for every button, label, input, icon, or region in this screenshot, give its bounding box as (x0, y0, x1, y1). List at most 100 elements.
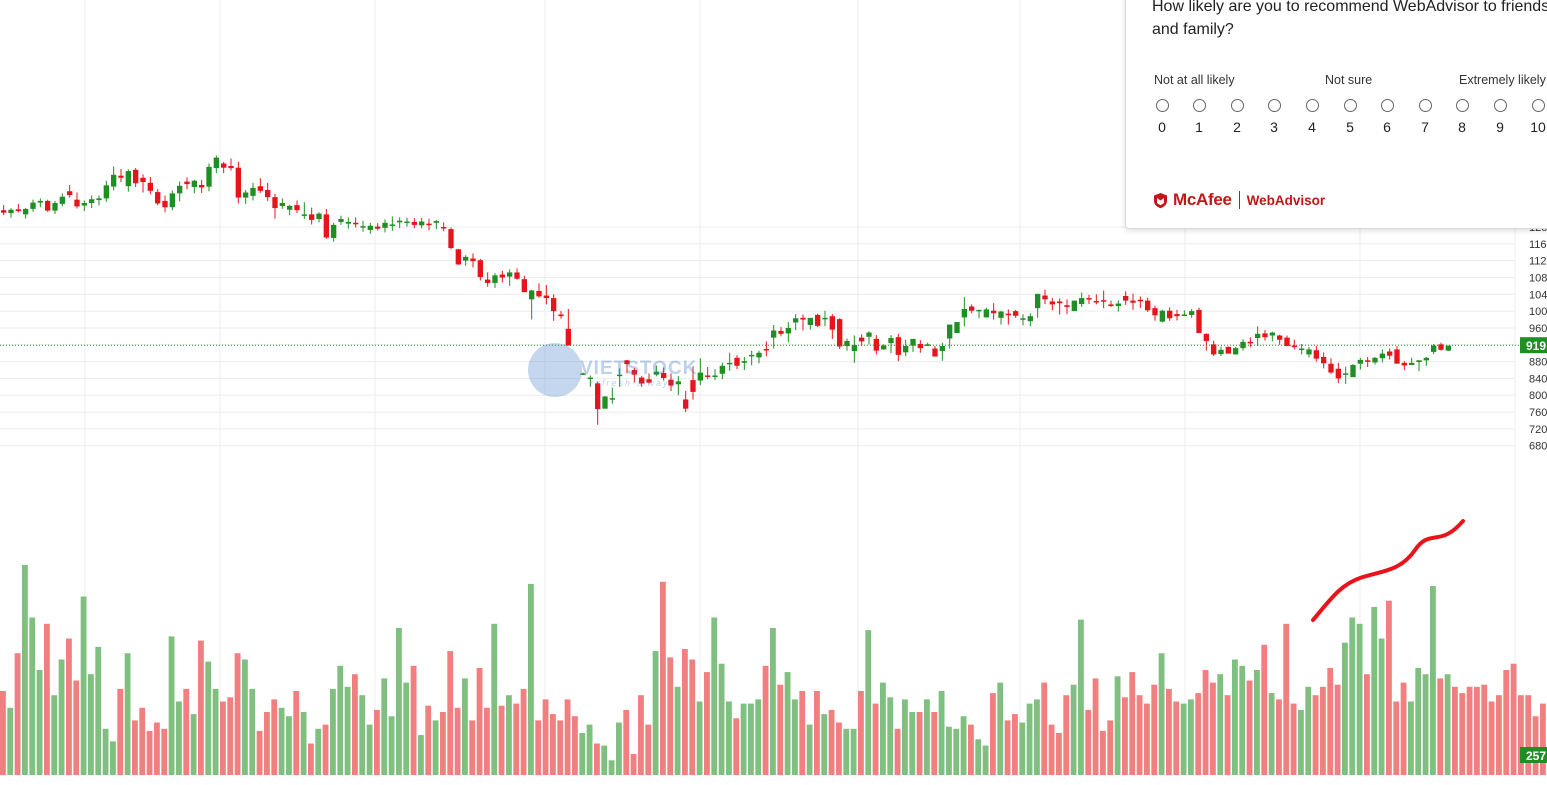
volume-bar (887, 697, 894, 775)
rating-option-2[interactable]: 2 (1225, 99, 1249, 135)
candle-body (1321, 356, 1327, 364)
candle-body (52, 203, 58, 211)
radio-button[interactable] (1343, 99, 1357, 112)
candle-body (1431, 345, 1437, 352)
volume-bar (132, 720, 138, 775)
volume-bar (154, 722, 160, 775)
volume-bar (88, 674, 94, 775)
candle-body (617, 374, 623, 377)
volume-bar (1276, 699, 1282, 775)
volume-bar (117, 688, 124, 775)
radio-button[interactable] (1531, 99, 1545, 112)
radio-button[interactable] (1155, 99, 1169, 112)
candle-body (521, 279, 527, 293)
volume-bar (682, 649, 688, 775)
volume-bar (968, 724, 974, 775)
radio-button[interactable] (1305, 99, 1319, 112)
rating-option-4[interactable]: 4 (1300, 99, 1324, 135)
rating-option-1[interactable]: 1 (1187, 99, 1211, 135)
candle-body (419, 221, 425, 226)
volume-bar (212, 688, 219, 775)
candle-body (756, 352, 762, 358)
volume-bar (777, 684, 784, 775)
candle-body (727, 362, 733, 365)
radio-button[interactable] (1493, 99, 1507, 112)
rating-option-7[interactable]: 7 (1413, 99, 1437, 135)
volume-bar (1122, 697, 1128, 775)
volume-bar (491, 623, 498, 775)
candle-body (265, 189, 271, 198)
volume-bar (1224, 695, 1231, 775)
rating-number: 5 (1346, 119, 1354, 135)
rating-option-10[interactable]: 10 (1526, 99, 1547, 135)
candle-body (1203, 333, 1209, 341)
volume-bar (784, 672, 791, 775)
volume-bar (1320, 686, 1326, 775)
candle-body (822, 317, 828, 320)
candle-body (1020, 318, 1026, 320)
volume-bar (139, 707, 146, 775)
volume-bar (740, 703, 747, 775)
volume-bar (572, 716, 578, 775)
candle-body (859, 337, 865, 342)
volume-bar (608, 760, 615, 775)
candle-body (741, 361, 747, 363)
volume-bar (1151, 684, 1158, 775)
candle-body (910, 338, 916, 346)
volume-bar (308, 743, 314, 775)
radio-button[interactable] (1418, 99, 1432, 112)
candle-body (939, 346, 945, 352)
volume-bar (205, 661, 212, 775)
volume-bar (806, 724, 813, 775)
rating-option-8[interactable]: 8 (1450, 99, 1474, 135)
candle-body (507, 272, 513, 277)
candle-body (184, 181, 190, 185)
rating-option-3[interactable]: 3 (1262, 99, 1286, 135)
volume-bar (623, 709, 630, 775)
volume-bar (594, 743, 600, 775)
volume-bar (1195, 693, 1202, 775)
candle-body (1401, 362, 1407, 366)
candle-body (67, 191, 73, 196)
rating-option-6[interactable]: 6 (1375, 99, 1399, 135)
volume-bar (95, 646, 102, 775)
volume-bar (410, 665, 417, 775)
volume-bar (1488, 701, 1495, 775)
volume-bar (792, 699, 798, 775)
volume-bar (1349, 617, 1356, 775)
rating-number: 6 (1383, 119, 1391, 135)
candle-body (631, 370, 637, 375)
candle-body (1181, 314, 1187, 316)
rating-option-0[interactable]: 0 (1150, 99, 1174, 135)
candle-body (367, 225, 373, 230)
candle-body (433, 221, 439, 223)
volume-bar (454, 707, 461, 775)
rating-option-9[interactable]: 9 (1488, 99, 1512, 135)
volume-bar (1092, 678, 1099, 775)
rating-number: 8 (1458, 119, 1466, 135)
volume-bar (535, 720, 542, 775)
candle-body (169, 193, 175, 208)
candle-body (1225, 346, 1231, 354)
volume-bar (1034, 699, 1040, 775)
rating-number: 0 (1158, 119, 1166, 135)
radio-button[interactable] (1192, 99, 1206, 112)
candle-body (345, 221, 351, 224)
candle-body (162, 200, 168, 208)
radio-button[interactable] (1230, 99, 1244, 112)
rating-number: 10 (1530, 119, 1546, 135)
candle-body (382, 222, 388, 228)
candle-body (1284, 337, 1290, 347)
radio-button[interactable] (1267, 99, 1281, 112)
volume-bar (960, 716, 967, 775)
volume-bar (711, 617, 718, 775)
rating-option-5[interactable]: 5 (1338, 99, 1362, 135)
candle-body (1335, 368, 1341, 379)
volume-bar (1459, 693, 1466, 775)
radio-button[interactable] (1455, 99, 1469, 112)
radio-button[interactable] (1380, 99, 1394, 112)
volume-bar (1158, 653, 1165, 775)
volume-bar (1019, 722, 1026, 775)
